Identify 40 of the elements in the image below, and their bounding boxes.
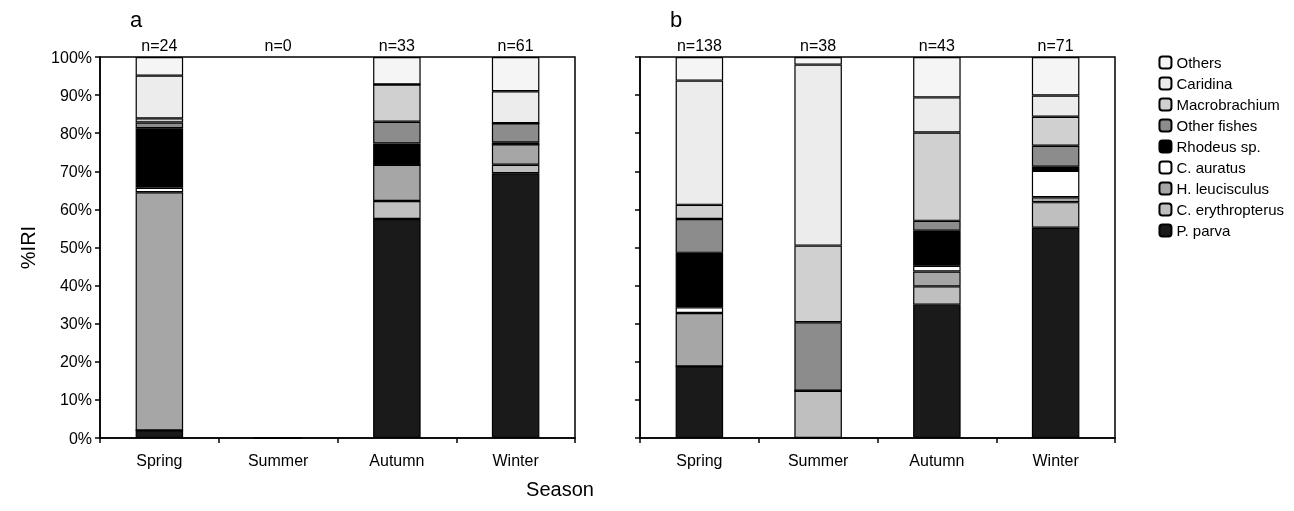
y-tick-label: 100% — [51, 48, 92, 66]
y-tick-label: 60% — [59, 200, 92, 218]
y-tick-label: 90% — [59, 86, 92, 104]
y-tick-label: 70% — [59, 162, 92, 180]
legend-label: Other fishes — [1176, 117, 1258, 134]
chart-title: a — [130, 6, 143, 32]
legend-label: C. erythropterus — [1176, 201, 1285, 218]
x-tick-label: Summer — [787, 451, 850, 469]
x-tick-label: Winter — [1032, 451, 1080, 469]
y-tick-label: 10% — [59, 391, 92, 409]
legend-label: P. parva — [1176, 222, 1232, 239]
text: n=0 — [264, 36, 292, 54]
x-axis-title: Season — [525, 478, 595, 501]
y-tick-label: 0% — [68, 429, 92, 447]
legend-label: Macrobrachium — [1176, 96, 1280, 113]
y-tick-label: 40% — [59, 277, 92, 295]
text: n=38 — [800, 36, 837, 54]
legend-label: H. leucisculus — [1176, 180, 1270, 197]
x-tick-label: Winter — [492, 451, 540, 469]
y-tick-label: 50% — [59, 239, 92, 256]
legend-label: Rhodeus sp. — [1176, 138, 1261, 155]
legend-label: Caridina — [1176, 75, 1233, 92]
text: n=138 — [676, 36, 722, 54]
x-tick-label: Spring — [136, 451, 183, 469]
text: n=43 — [918, 36, 955, 54]
y-tick-label: 30% — [59, 315, 92, 333]
x-tick-label: Autumn — [369, 451, 425, 469]
x-tick-label: Spring — [676, 451, 723, 469]
y-tick-label: 20% — [59, 353, 92, 371]
chart-title: b — [670, 6, 683, 32]
y-axis-title: %IRI — [17, 225, 39, 270]
text: n=61 — [497, 36, 534, 54]
y-tick-label: 80% — [59, 124, 92, 142]
text: n=71 — [1037, 36, 1074, 54]
legend-label: Others — [1176, 54, 1222, 71]
legend-label: C. auratus — [1176, 159, 1246, 176]
text: n=24 — [141, 36, 178, 54]
text: n=33 — [378, 36, 415, 54]
x-tick-label: Autumn — [909, 451, 965, 469]
x-tick-label: Summer — [247, 451, 310, 469]
